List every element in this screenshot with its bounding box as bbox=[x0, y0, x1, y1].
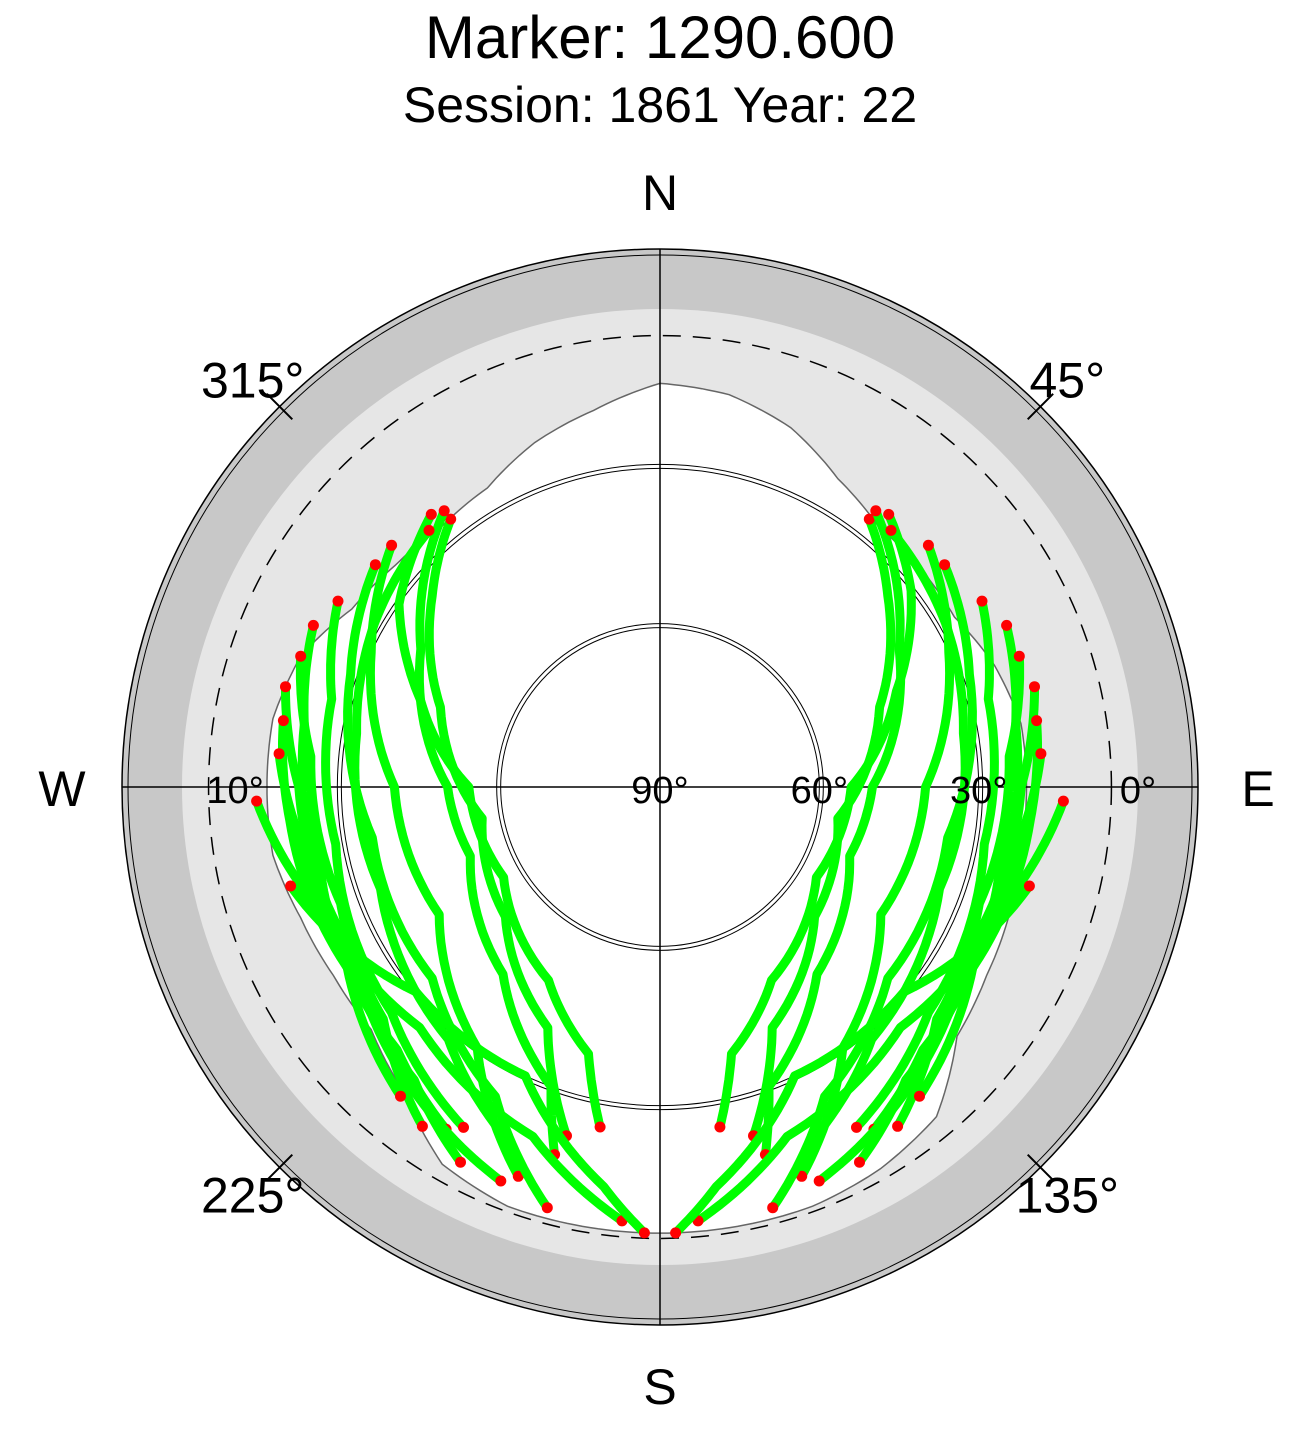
satellite-track-27 bbox=[286, 881, 649, 1238]
azimuth-label-225: 225° bbox=[201, 1167, 304, 1223]
satellite-track-23 bbox=[365, 540, 523, 1181]
elevation-label-60: 60° bbox=[791, 770, 848, 812]
track-28-start-point bbox=[1023, 880, 1035, 892]
track-14-start-point bbox=[445, 513, 457, 525]
track-27-end-point bbox=[638, 1227, 650, 1239]
azimuth-tick-225 bbox=[266, 1153, 294, 1181]
track-5-start-point bbox=[976, 595, 988, 607]
track-3-start-point bbox=[870, 505, 882, 517]
satellite-track-2 bbox=[749, 514, 896, 1141]
polar-plot-area: 45° 135° 225° 315° 90° 60° 30° 0° 10° bbox=[121, 248, 1199, 1326]
track-19-start-point bbox=[295, 650, 307, 662]
track-26-start-point bbox=[1057, 795, 1069, 807]
satellite-track-22 bbox=[274, 749, 506, 1186]
track-2-start-point bbox=[863, 513, 875, 525]
compass-south-label: S bbox=[643, 1359, 676, 1415]
track-11-end-point bbox=[796, 1170, 808, 1182]
track-25-start-point bbox=[251, 795, 263, 807]
satellite-track-3 bbox=[760, 506, 906, 1160]
track-1-end-point bbox=[714, 1121, 726, 1133]
compass-east-label: E bbox=[1241, 761, 1274, 817]
compass-west-label: W bbox=[38, 761, 86, 817]
track-9-start-point bbox=[1031, 715, 1043, 727]
track-24-start-point bbox=[369, 559, 381, 571]
elevation-label-10-west: 10° bbox=[206, 770, 263, 812]
satellite-track-15 bbox=[414, 506, 560, 1160]
elevation-label-90: 90° bbox=[631, 770, 688, 812]
track-6-start-point bbox=[1001, 619, 1013, 631]
satellite-track-11 bbox=[797, 540, 955, 1181]
track-21-end-point bbox=[395, 1090, 406, 1102]
track-8-end-point bbox=[854, 1156, 865, 1168]
track-18-start-point bbox=[307, 619, 319, 631]
track-28-end-point bbox=[670, 1227, 682, 1239]
satellite-track-25 bbox=[252, 796, 627, 1226]
track-22-start-point bbox=[273, 748, 285, 760]
track-17-start-point bbox=[332, 595, 344, 607]
azimuth-tick-135 bbox=[1026, 1153, 1054, 1181]
satellite-track-28 bbox=[671, 881, 1034, 1238]
chart-title: Marker: 1290.600 bbox=[425, 4, 895, 71]
track-20-start-point bbox=[280, 681, 291, 693]
satellite-track-5 bbox=[852, 596, 999, 1132]
track-13-start-point bbox=[425, 508, 437, 520]
track-20-end-point bbox=[455, 1156, 466, 1168]
track-24-end-point bbox=[541, 1202, 553, 1214]
satellite-track-14 bbox=[424, 514, 571, 1141]
track-10-start-point bbox=[1035, 748, 1047, 760]
track-13-end-point bbox=[594, 1121, 606, 1133]
track-11-start-point bbox=[922, 539, 934, 551]
satellite-track-17 bbox=[321, 596, 468, 1132]
track-15-start-point bbox=[438, 505, 450, 517]
satellite-track-26 bbox=[693, 796, 1068, 1226]
track-7-start-point bbox=[1013, 650, 1025, 662]
azimuth-label-45: 45° bbox=[1029, 353, 1105, 409]
elevation-label-0: 0° bbox=[1120, 770, 1156, 812]
track-23-start-point bbox=[386, 539, 398, 551]
azimuth-label-315: 315° bbox=[201, 353, 304, 409]
azimuth-tick-45 bbox=[1026, 393, 1054, 421]
track-5-end-point bbox=[851, 1121, 862, 1133]
compass-north-label: N bbox=[642, 165, 678, 221]
track-21-start-point bbox=[277, 715, 289, 727]
track-8-start-point bbox=[1029, 681, 1040, 693]
track-12-end-point bbox=[767, 1202, 779, 1214]
elevation-label-30: 30° bbox=[950, 770, 1007, 812]
track-7-end-point bbox=[892, 1120, 904, 1132]
track-9-end-point bbox=[914, 1090, 925, 1102]
satellite-track-10 bbox=[814, 749, 1046, 1186]
azimuth-tick-315 bbox=[266, 393, 294, 421]
track-4-start-point bbox=[885, 524, 897, 536]
track-1-start-point bbox=[883, 508, 895, 520]
track-22-end-point bbox=[495, 1175, 507, 1187]
track-23-end-point bbox=[512, 1170, 524, 1182]
track-12-start-point bbox=[939, 559, 951, 571]
azimuth-label-135: 135° bbox=[1016, 1167, 1119, 1223]
track-10-end-point bbox=[813, 1175, 825, 1187]
track-19-end-point bbox=[416, 1120, 428, 1132]
track-27-start-point bbox=[285, 880, 297, 892]
track-16-start-point bbox=[423, 524, 435, 536]
chart-subtitle: Session: 1861 Year: 22 bbox=[403, 77, 917, 133]
track-17-end-point bbox=[458, 1121, 469, 1133]
